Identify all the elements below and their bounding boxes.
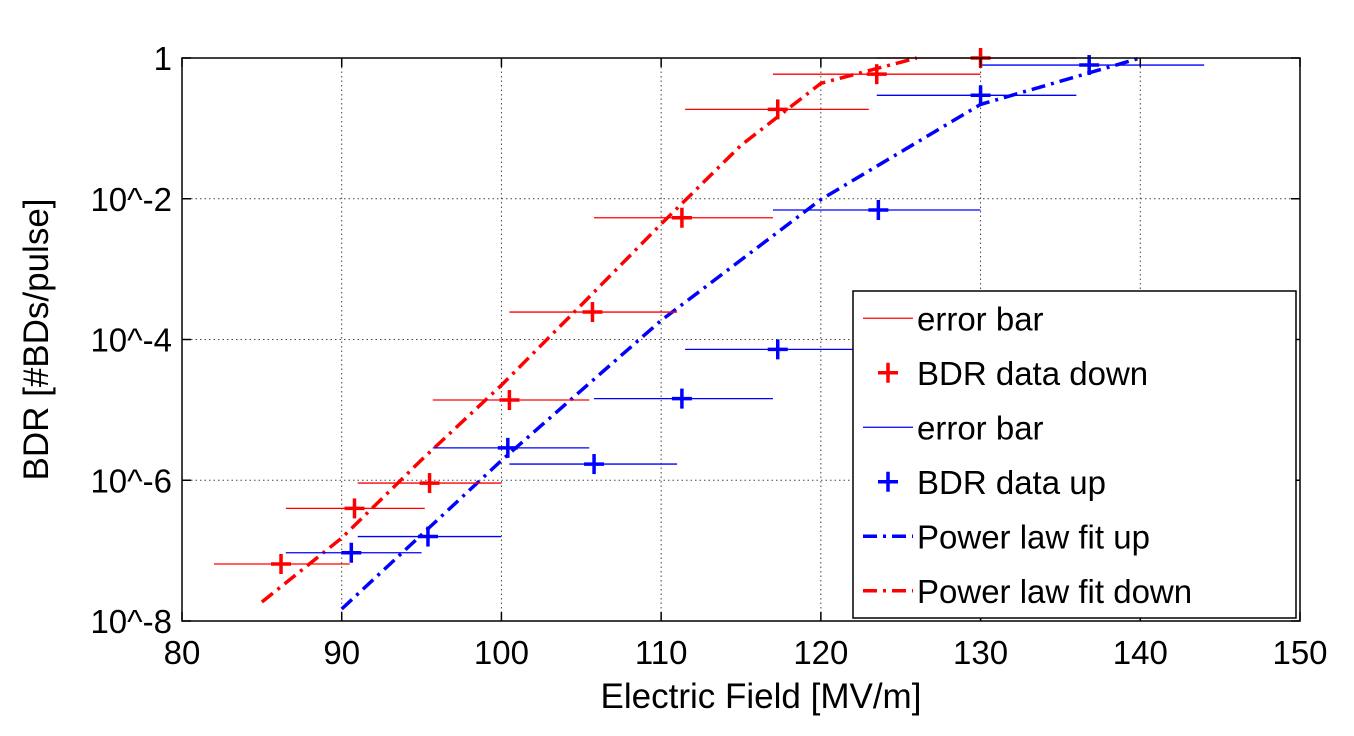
legend-item: Power law fit up [863,518,1150,555]
x-tick-label: 150 [1272,634,1327,671]
x-axis-title: Electric Field [MV/m] [601,677,922,716]
x-tick-label: 80 [164,634,201,671]
legend: error bar BDR data down error bar BDR data … [852,290,1297,619]
data-point [271,553,292,574]
data-point [419,473,440,494]
y-tick-label: 10^-6 [90,462,172,499]
x-tick-label: 130 [953,634,1008,671]
x-tick-label: 100 [474,634,529,671]
legend-label: BDR data up [917,464,1106,501]
y-tick-label: 1 [154,40,172,77]
legend-item: error bar [863,409,1044,446]
data-point [671,207,692,228]
x-tick-label: 110 [635,634,688,671]
data-point [970,85,991,106]
legend-label: Power law fit down [917,573,1192,610]
x-tick-label: 120 [793,634,848,671]
x-tick-label: 140 [1113,634,1168,671]
legend-item: BDR data up [878,464,1106,501]
data-point [767,99,788,120]
data-point [582,302,603,323]
data-point [499,390,520,411]
y-tick-label: 10^-8 [90,603,172,640]
legend-item: error bar [863,300,1044,337]
fit-line [340,56,1141,611]
data-point [767,339,788,360]
fit-lines [260,56,1141,611]
y-tick-label: 10^-2 [90,181,172,218]
legend-label: error bar [917,300,1044,337]
legend-item: BDR data down [878,355,1148,392]
data-point [584,454,605,475]
data-point [868,200,889,221]
y-axis-title: BDR [#BDs/pulse] [17,198,56,480]
x-tick-label: 90 [323,634,360,671]
legend-label: BDR data down [917,355,1148,392]
data-point [497,437,518,458]
legend-box [852,290,1297,619]
data-point [344,498,365,519]
data-point [341,542,362,563]
legend-item: Power law fit down [863,573,1192,610]
legend-label: Power law fit up [917,518,1150,555]
data-point [866,64,887,85]
legend-label: error bar [917,409,1044,446]
data-point [671,388,692,409]
data-markers [271,48,1100,574]
axis-ticks: 80 90 100 110 120 130 140 150 1 10^-2 10^-4 10^-6 10… [90,40,1327,671]
fit-line [260,56,918,604]
y-tick-label: 10^-4 [90,322,172,359]
data-point [417,526,438,547]
